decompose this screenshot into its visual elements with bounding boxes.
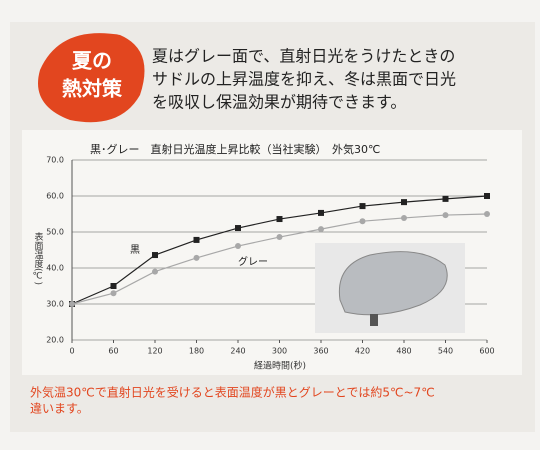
x-tick-label: 600 bbox=[479, 347, 494, 356]
y-tick-label: 60.0 bbox=[46, 192, 64, 201]
description-line: 夏はグレー面で、直射日光をうけたときの bbox=[152, 47, 455, 66]
point bbox=[484, 193, 490, 199]
point bbox=[235, 243, 241, 250]
x-tick-label: 540 bbox=[438, 347, 453, 356]
badge-line: 熱対策 bbox=[62, 77, 123, 101]
point bbox=[401, 214, 407, 221]
point bbox=[442, 195, 449, 202]
x-tick-label: 180 bbox=[189, 347, 204, 356]
point bbox=[152, 268, 158, 275]
footnote-line: 外気温30℃で直射日光を受けると表面温度が黒とグレーとでは約5℃~7℃ bbox=[30, 385, 435, 400]
x-axis-label: 経過時間(秒) bbox=[254, 360, 306, 372]
x-tick-label: 60 bbox=[108, 347, 118, 356]
point bbox=[484, 211, 490, 217]
series-label: グレー bbox=[238, 255, 268, 268]
y-tick-label: 40.0 bbox=[46, 264, 64, 273]
point bbox=[69, 301, 75, 307]
point bbox=[235, 225, 241, 232]
x-tick-label: 300 bbox=[272, 347, 287, 356]
x-tick-label: 0 bbox=[69, 347, 74, 356]
series-label: 黒 bbox=[130, 244, 140, 256]
point bbox=[152, 252, 158, 259]
point bbox=[318, 226, 324, 233]
point bbox=[193, 236, 200, 243]
badge-line: 夏の bbox=[72, 49, 112, 73]
y-axis-label: 表面温度(℃) bbox=[33, 231, 44, 285]
x-tick-label: 120 bbox=[147, 347, 162, 356]
point bbox=[359, 218, 366, 225]
point bbox=[276, 234, 283, 241]
x-tick-label: 420 bbox=[355, 347, 370, 356]
x-tick-label: 360 bbox=[313, 347, 328, 356]
point bbox=[401, 199, 407, 206]
point bbox=[276, 216, 283, 223]
y-tick-label: 70.0 bbox=[46, 156, 64, 165]
point bbox=[318, 209, 324, 216]
saddle-photo bbox=[315, 243, 465, 333]
y-tick-label: 50.0 bbox=[46, 228, 64, 237]
x-tick-label: 240 bbox=[230, 347, 245, 356]
point bbox=[442, 212, 449, 219]
y-tick-label: 30.0 bbox=[46, 300, 64, 309]
footnote-line: 違います。 bbox=[30, 402, 89, 416]
y-tick-label: 20.0 bbox=[46, 336, 64, 345]
chart-title: 黒･グレー 直射日光温度上昇比較（当社実験） 外気30℃ bbox=[90, 142, 380, 156]
description-line: サドルの上昇温度を抑え、冬は黒面で日光 bbox=[152, 70, 456, 89]
point bbox=[110, 283, 117, 289]
x-tick-label: 480 bbox=[396, 347, 411, 356]
badge-shape bbox=[38, 33, 145, 123]
point bbox=[193, 254, 200, 261]
point bbox=[110, 290, 117, 297]
description-line: を吸収し保温効果が期待できます。 bbox=[152, 93, 406, 112]
point bbox=[359, 203, 366, 210]
